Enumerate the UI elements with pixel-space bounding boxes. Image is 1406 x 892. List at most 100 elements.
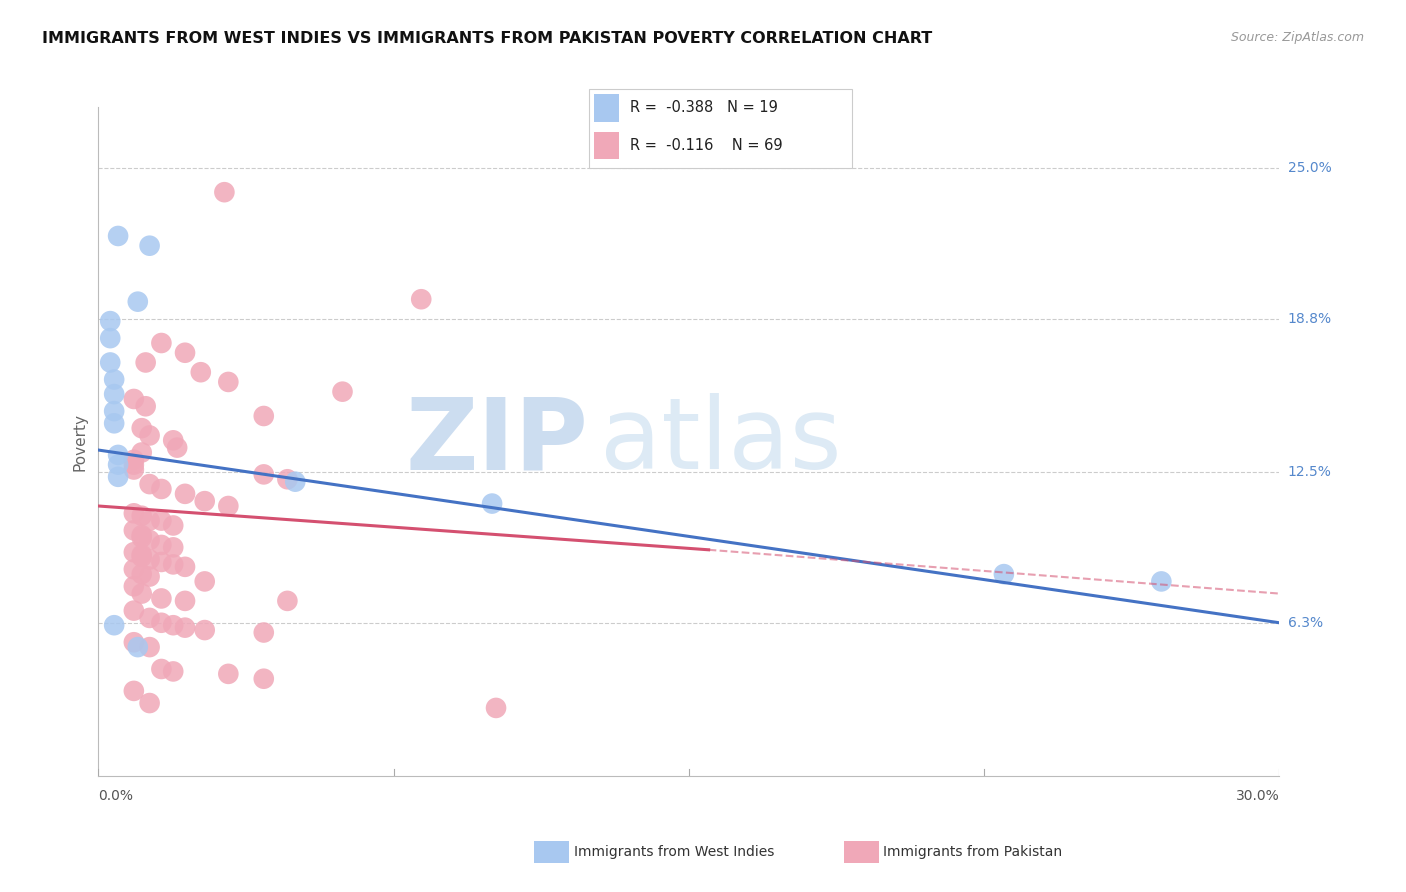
Point [122, 524, 145, 538]
Point [103, 404, 125, 418]
Text: R =  -0.388   N = 19: R = -0.388 N = 19 [630, 100, 778, 115]
Point [135, 355, 157, 369]
Point [103, 372, 125, 386]
Point [138, 611, 160, 625]
Point [162, 618, 184, 632]
Point [166, 441, 188, 455]
Point [98, 314, 121, 328]
Point [131, 421, 153, 435]
Point [131, 508, 153, 523]
Point [253, 625, 276, 640]
Point [217, 499, 239, 513]
Text: 12.5%: 12.5% [1288, 465, 1331, 479]
Point [107, 458, 129, 472]
Point [138, 428, 160, 442]
Point [253, 467, 276, 482]
Point [127, 640, 149, 654]
Point [131, 567, 153, 582]
Point [122, 458, 145, 472]
Point [103, 417, 125, 431]
Point [174, 559, 197, 574]
Point [276, 472, 298, 486]
Point [190, 365, 212, 379]
Point [138, 238, 160, 252]
Point [174, 345, 197, 359]
Point [131, 586, 153, 600]
Y-axis label: Poverty: Poverty [72, 412, 87, 471]
Point [138, 477, 160, 491]
Point [194, 494, 217, 508]
Text: Immigrants from West Indies: Immigrants from West Indies [574, 845, 775, 859]
Point [481, 497, 503, 511]
Point [217, 375, 239, 389]
Point [103, 618, 125, 632]
Point [131, 445, 153, 459]
Point [103, 387, 125, 401]
Point [253, 672, 276, 686]
Point [122, 462, 145, 476]
Point [150, 482, 173, 496]
Point [162, 434, 184, 448]
Point [131, 550, 153, 565]
Point [107, 229, 129, 244]
Point [98, 331, 121, 345]
Point [138, 640, 160, 654]
Point [122, 452, 145, 467]
Point [150, 555, 173, 569]
Bar [595, 95, 619, 121]
Point [150, 662, 173, 676]
Bar [595, 132, 619, 160]
Point [131, 548, 153, 562]
Point [150, 538, 173, 552]
Point [131, 528, 153, 542]
Point [217, 666, 239, 681]
Point [122, 635, 145, 649]
Point [162, 518, 184, 533]
Point [214, 185, 236, 199]
FancyBboxPatch shape [589, 89, 852, 168]
Text: 0.0%: 0.0% [98, 789, 134, 804]
Point [162, 558, 184, 572]
Point [122, 684, 145, 698]
Point [253, 409, 276, 423]
Point [162, 541, 184, 555]
Point [122, 506, 145, 520]
Point [174, 487, 197, 501]
Point [1150, 574, 1173, 589]
Point [174, 621, 197, 635]
Text: ZIP: ZIP [406, 393, 589, 490]
Point [150, 591, 173, 606]
Point [194, 623, 217, 637]
Point [98, 355, 121, 369]
Point [150, 514, 173, 528]
Point [332, 384, 354, 399]
Point [138, 569, 160, 583]
Point [135, 399, 157, 413]
Text: 30.0%: 30.0% [1236, 789, 1279, 804]
Point [284, 475, 307, 489]
Point [138, 514, 160, 528]
Point [485, 701, 508, 715]
Point [162, 665, 184, 679]
Point [993, 567, 1015, 582]
Text: atlas: atlas [600, 393, 842, 490]
Point [122, 562, 145, 576]
Point [122, 545, 145, 559]
Point [122, 579, 145, 593]
Point [107, 448, 129, 462]
Point [122, 604, 145, 618]
Point [194, 574, 217, 589]
Text: Immigrants from Pakistan: Immigrants from Pakistan [883, 845, 1062, 859]
Point [411, 292, 433, 306]
Text: 25.0%: 25.0% [1288, 161, 1331, 175]
Point [174, 594, 197, 608]
Text: 18.8%: 18.8% [1288, 311, 1331, 326]
Point [107, 470, 129, 484]
Point [127, 294, 149, 309]
Point [122, 392, 145, 406]
Text: R =  -0.116    N = 69: R = -0.116 N = 69 [630, 137, 783, 153]
Point [138, 552, 160, 566]
Point [150, 336, 173, 351]
Text: 6.3%: 6.3% [1288, 615, 1323, 630]
Text: IMMIGRANTS FROM WEST INDIES VS IMMIGRANTS FROM PAKISTAN POVERTY CORRELATION CHAR: IMMIGRANTS FROM WEST INDIES VS IMMIGRANT… [42, 31, 932, 46]
